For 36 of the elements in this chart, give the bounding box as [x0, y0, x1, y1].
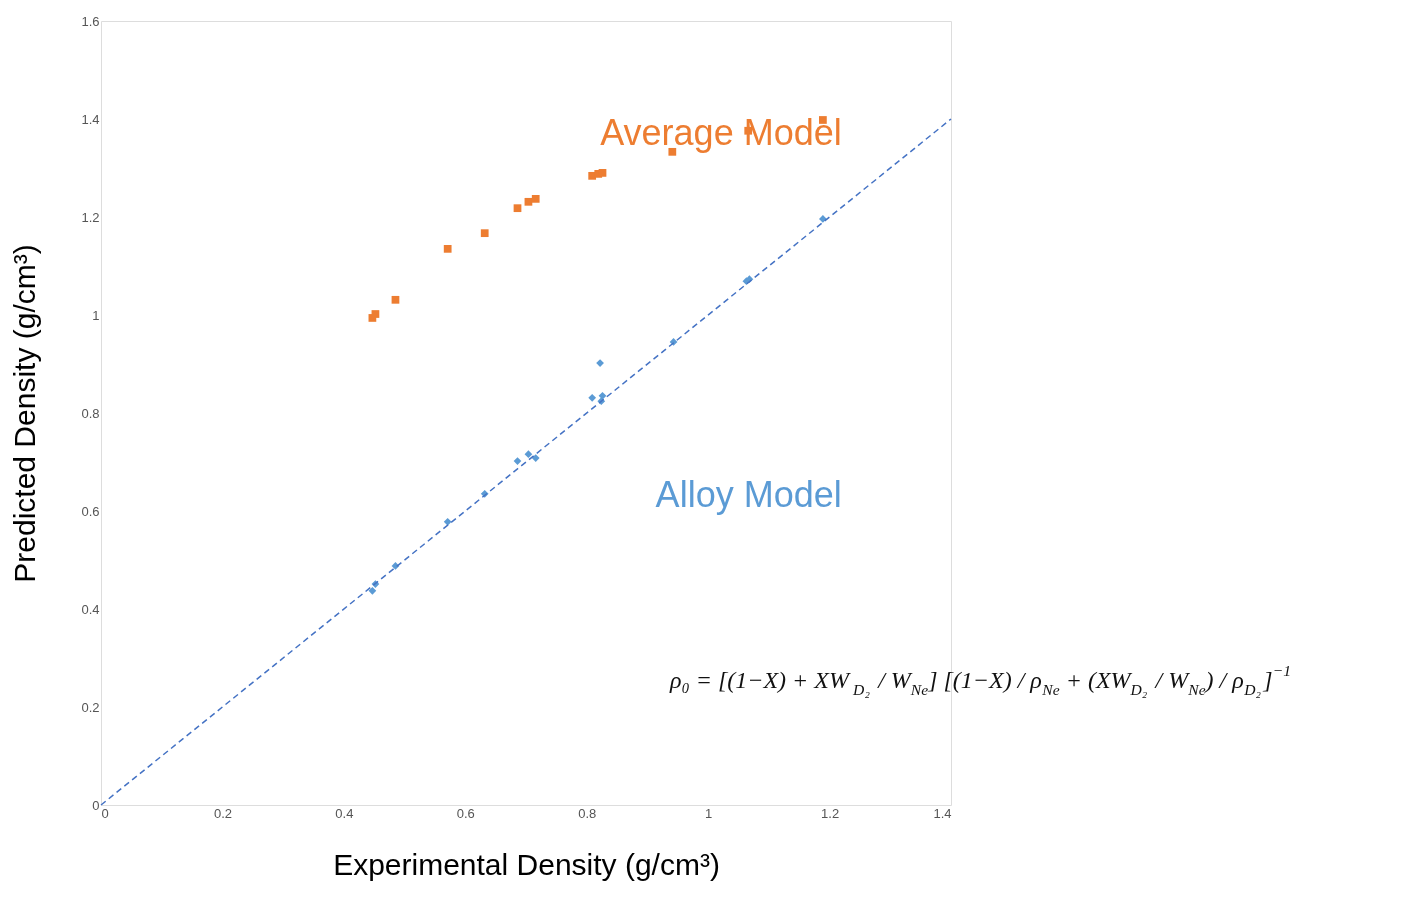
x-axis-title: Experimental Density (g/cm³) [333, 847, 720, 881]
x-tick-label: 1 [705, 805, 713, 821]
text: Alloy Model [655, 474, 842, 516]
series-label: Average Model [600, 111, 842, 153]
y-tick-label: 0.2 [81, 699, 100, 715]
point [371, 310, 380, 318]
point [598, 169, 607, 177]
point [480, 229, 489, 238]
x-tick-label: 0.6 [456, 805, 475, 821]
point [598, 391, 607, 400]
y-tick-label: 1.6 [81, 13, 100, 29]
point [531, 195, 540, 203]
y-axis-title: Predicted Density (g/cm³) [8, 244, 42, 583]
point [391, 562, 400, 570]
y-tick-label: 1.2 [81, 209, 100, 225]
y-tick-label: 0.4 [81, 601, 100, 617]
y-tick-label: 0.8 [81, 405, 100, 421]
point [524, 450, 533, 459]
point [588, 393, 597, 402]
y-tick-label: 1 [92, 307, 100, 323]
x-tick-label: 1.2 [821, 805, 840, 821]
point [368, 587, 377, 595]
x-tick-label: 0.4 [335, 805, 354, 821]
point [391, 295, 400, 304]
y-tick-label: 0.6 [81, 503, 100, 519]
point [669, 338, 678, 346]
point [531, 454, 540, 462]
point [443, 244, 452, 253]
x-tick-label: 0.8 [578, 805, 597, 821]
y-tick-label: 1.4 [81, 111, 100, 127]
point [513, 204, 522, 213]
point [513, 457, 522, 465]
point [524, 197, 533, 206]
x-tick-label: 0.2 [213, 805, 232, 821]
point [443, 517, 452, 526]
x-tick-label: 1.4 [933, 805, 952, 821]
